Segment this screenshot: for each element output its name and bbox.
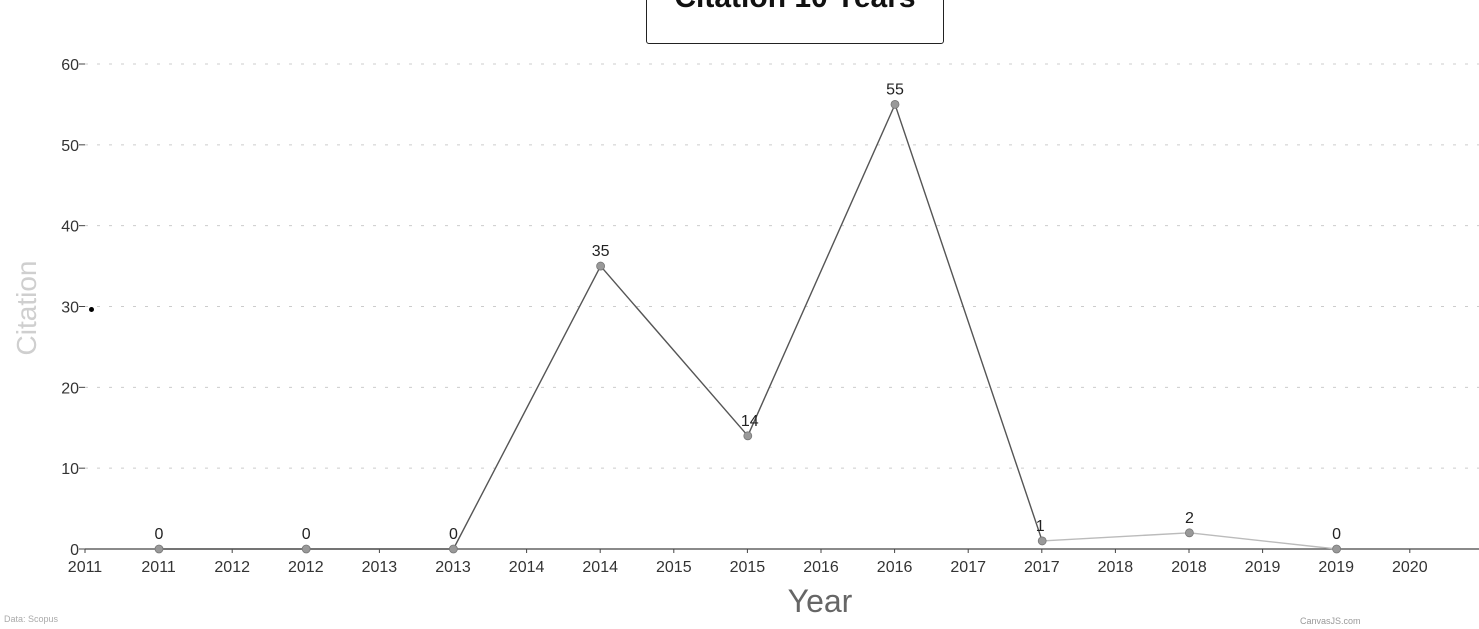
data-label: 55 [886, 81, 904, 98]
x-tick-label: 2016 [803, 559, 839, 576]
x-tick-label: 2017 [1024, 559, 1060, 576]
data-labels: 0 0 0 35 14 55 1 2 0 [155, 81, 1342, 543]
x-tick-label: 2014 [509, 559, 545, 576]
x-axis-title: Year [788, 583, 853, 619]
marker-dot [89, 307, 94, 312]
data-label: 0 [302, 526, 311, 543]
series-segment [747, 104, 896, 437]
chart-title: Citation 10 Years [647, 0, 943, 15]
data-label: 0 [1332, 526, 1341, 543]
y-axis-ticks: 0 10 20 30 40 50 60 [61, 57, 85, 559]
y-tick-label: 20 [61, 380, 79, 397]
credit-left: Data: Scopus [4, 614, 59, 624]
x-tick-label: 2015 [656, 559, 692, 576]
data-point [154, 544, 164, 554]
series-segment [600, 265, 749, 437]
series-segment [1042, 532, 1190, 542]
gridlines [85, 63, 1479, 469]
y-tick-label: 60 [61, 57, 79, 74]
x-axis-ticks: 2011 2011 2012 2012 2013 2013 2014 2014 2015 2015… [68, 549, 1479, 576]
data-point [1185, 528, 1194, 538]
x-tick-label: 2019 [1245, 559, 1281, 576]
x-tick-label: 2015 [730, 559, 766, 576]
x-tick-label: 2018 [1098, 559, 1134, 576]
y-tick-label: 40 [61, 219, 79, 236]
x-tick-label: 2013 [435, 559, 471, 576]
citation-series [154, 100, 1341, 554]
data-label: 35 [592, 243, 610, 260]
x-tick-label: 2016 [877, 559, 913, 576]
y-tick-label: 10 [61, 461, 79, 478]
x-tick-label: 2011 [68, 559, 103, 576]
y-tick-label: 50 [61, 138, 79, 155]
x-tick-label: 2012 [288, 559, 324, 576]
data-point [1332, 544, 1341, 554]
series-segment [894, 104, 1043, 542]
data-point [596, 261, 605, 271]
data-point [301, 544, 311, 554]
credit-right: CanvasJS.com [1300, 616, 1361, 626]
data-label: 0 [155, 526, 164, 543]
series-segment [1189, 532, 1337, 550]
y-axis-title: Citation [11, 261, 42, 356]
data-label: 2 [1185, 510, 1194, 527]
x-tick-label: 2011 [141, 559, 176, 576]
data-label: 1 [1036, 518, 1045, 535]
series-segment [452, 265, 602, 550]
data-point [743, 431, 753, 441]
x-tick-label: 2017 [950, 559, 986, 576]
x-tick-label: 2018 [1171, 559, 1207, 576]
y-tick-label: 30 [61, 300, 79, 317]
x-tick-label: 2019 [1318, 559, 1354, 576]
x-tick-label: 2012 [214, 559, 250, 576]
data-point [1037, 536, 1047, 546]
data-point [448, 544, 458, 554]
x-tick-label: 2020 [1392, 559, 1428, 576]
data-label: 0 [449, 526, 458, 543]
data-label: 14 [741, 413, 759, 430]
y-tick-label: 0 [70, 542, 79, 559]
chart-title-box: Citation 10 Years [646, 0, 944, 44]
x-tick-label: 2014 [582, 559, 618, 576]
x-tick-label: 2013 [362, 559, 398, 576]
data-point [890, 100, 900, 109]
